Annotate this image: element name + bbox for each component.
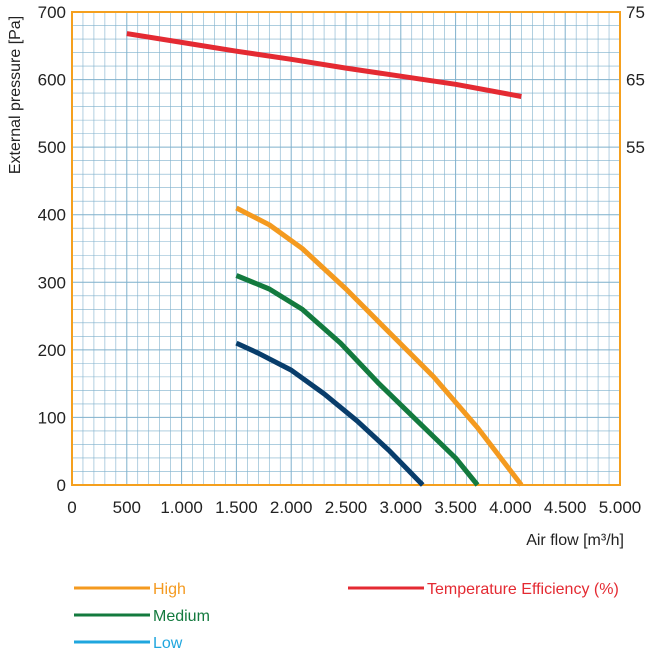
series-layer — [126, 31, 524, 487]
y-tick-label: 0 — [57, 476, 66, 495]
x-axis-title: Air flow [m³/h] — [526, 532, 624, 549]
legend-label: Medium — [153, 608, 210, 625]
legend-label: Low — [153, 635, 183, 652]
x-tick-label: 2.500 — [325, 498, 368, 517]
legend: High Medium Low Temperature Efficiency (%) — [74, 581, 619, 652]
y-axis-title: External pressure [Pa] — [7, 16, 24, 174]
x-tick-label: 2.000 — [270, 498, 313, 517]
y2-tick-label: 65 — [626, 71, 645, 90]
y-tick-label: 200 — [38, 341, 66, 360]
y-tick-label: 100 — [38, 408, 66, 427]
y2-tick-label: 75 — [626, 3, 645, 22]
x-axis-ticks: 0 500 1.000 1.500 2.000 2.500 3.000 3.500 4.000 4… — [67, 498, 641, 517]
x-tick-label: 5.000 — [599, 498, 642, 517]
legend-label: Temperature Efficiency (%) — [427, 581, 619, 598]
x-tick-label: 0 — [67, 498, 76, 517]
series-line-medium — [235, 273, 480, 487]
series-line-low — [235, 340, 425, 487]
y-tick-label: 300 — [38, 273, 66, 292]
series-line-high — [235, 205, 524, 487]
legend-label: High — [153, 581, 186, 598]
x-tick-label: 3.500 — [434, 498, 477, 517]
y2-axis-ticks: 75 65 55 — [626, 3, 645, 157]
series-line-temperature-efficiency — [126, 31, 522, 99]
x-tick-label: 1.500 — [215, 498, 258, 517]
grid — [71, 11, 621, 486]
x-tick-label: 3.000 — [380, 498, 423, 517]
y2-tick-label: 55 — [626, 138, 645, 157]
x-tick-label: 500 — [113, 498, 141, 517]
y-tick-label: 500 — [38, 138, 66, 157]
plot-frame — [71, 11, 621, 486]
y-tick-label: 600 — [38, 71, 66, 90]
x-tick-label: 4.500 — [544, 498, 587, 517]
x-tick-label: 4.000 — [489, 498, 532, 517]
y-tick-label: 400 — [38, 206, 66, 225]
y-axis-ticks: 0 100 200 300 400 500 600 700 — [38, 3, 66, 495]
x-tick-label: 1.000 — [160, 498, 203, 517]
y-tick-label: 700 — [38, 3, 66, 22]
